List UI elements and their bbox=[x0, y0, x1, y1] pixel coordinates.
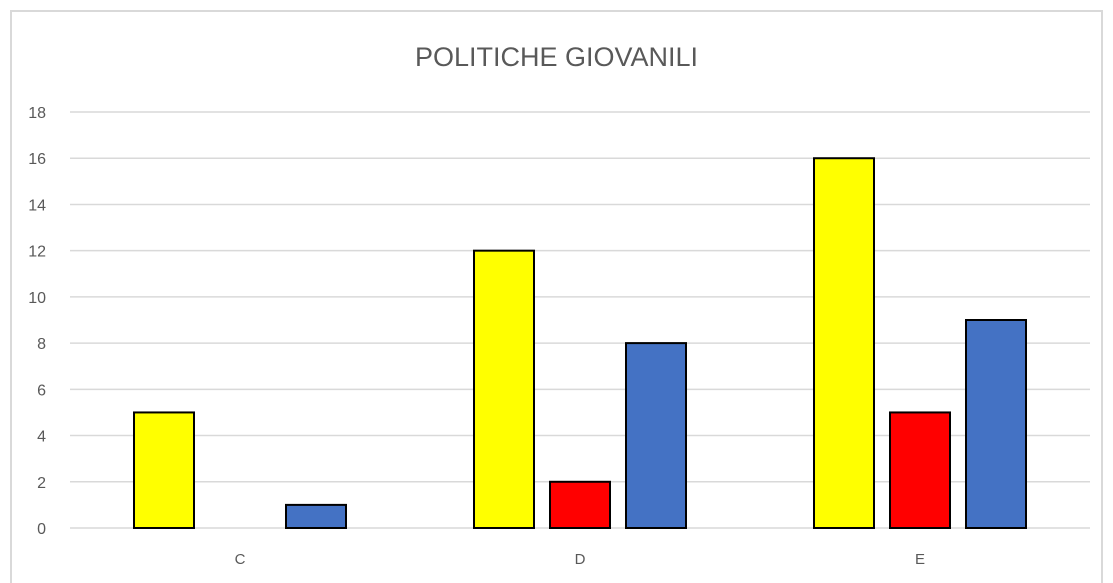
y-tick-label-14: 14 bbox=[28, 197, 46, 214]
x-tick-label-D: D bbox=[575, 551, 586, 568]
bar-C-series-3 bbox=[285, 503, 347, 529]
bar-E-series-3 bbox=[965, 319, 1027, 529]
chart-title: POLITICHE GIOVANILI bbox=[414, 42, 699, 72]
y-tick-label-10: 10 bbox=[28, 290, 46, 307]
bar-E-series-2 bbox=[889, 411, 951, 530]
bar-D-series-3 bbox=[625, 342, 687, 529]
y-tick-label-0: 0 bbox=[37, 521, 46, 538]
bar-D-series-2 bbox=[549, 480, 611, 529]
y-tick-label-8: 8 bbox=[37, 336, 46, 353]
bar-C-series-1 bbox=[133, 411, 195, 530]
bar-D-series-1 bbox=[473, 249, 535, 530]
y-tick-label-16: 16 bbox=[28, 151, 46, 168]
y-tick-label-4: 4 bbox=[37, 429, 46, 446]
y-tick-label-18: 18 bbox=[28, 105, 46, 122]
y-tick-label-12: 12 bbox=[28, 244, 46, 261]
x-tick-label-E: E bbox=[915, 551, 925, 568]
y-tick-label-6: 6 bbox=[37, 382, 46, 399]
x-tick-label-C: C bbox=[235, 551, 246, 568]
y-tick-label-2: 2 bbox=[37, 475, 46, 492]
bar-E-series-1 bbox=[813, 157, 875, 529]
